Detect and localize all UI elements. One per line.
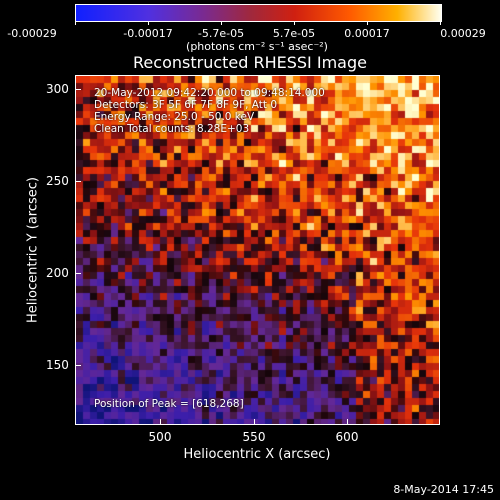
colorbar-tick-mark — [75, 21, 76, 25]
colorbar — [75, 4, 442, 22]
y-tick-mark — [75, 365, 81, 366]
rhessi-image — [76, 76, 439, 424]
colorbar-tick-mark — [148, 21, 149, 25]
colorbar-tick-label: -0.00029 — [7, 27, 57, 40]
y-tick-mark — [75, 89, 81, 90]
colorbar-tick-mark — [440, 21, 441, 25]
time-range-label: 20-May-2012 09:42:20.000 to 09:48:14.000 — [94, 87, 325, 99]
x-tick-mark — [160, 419, 161, 425]
clean-counts-label: Clean Total counts: 8.28E+03 — [94, 123, 250, 135]
x-tick-label: 500 — [148, 430, 172, 444]
y-tick-mark — [75, 181, 81, 182]
x-axis-label: Heliocentric X (arcsec) — [183, 447, 331, 462]
y-tick-label: 150 — [46, 358, 69, 372]
colorbar-tick-label: 0.00017 — [344, 27, 390, 40]
plot-title: Reconstructed RHESSI Image — [133, 53, 367, 72]
colorbar-tick-label: -0.00017 — [123, 27, 173, 40]
colorbar-tick-label: -5.7e-05 — [197, 27, 245, 40]
y-tick-label: 300 — [46, 82, 69, 96]
y-tick-label: 200 — [46, 266, 69, 280]
detectors-label: Detectors: 3F 5F 6F 7F 8F 9F, Att 0 — [94, 99, 278, 111]
x-tick-label: 550 — [242, 430, 266, 444]
image-plot-area: 20-May-2012 09:42:20.000 to 09:48:14.000… — [75, 75, 440, 425]
timestamp: 8-May-2014 17:45 — [393, 483, 494, 496]
y-tick-label: 250 — [46, 174, 69, 188]
x-tick-label: 600 — [335, 430, 359, 444]
colorbar-tick-mark — [367, 21, 368, 25]
y-tick-mark — [75, 273, 81, 274]
colorbar-tick-mark — [294, 21, 295, 25]
colorbar-tick-mark — [221, 21, 222, 25]
x-tick-mark — [254, 419, 255, 425]
colorbar-tick-label: 0.00029 — [440, 27, 486, 40]
y-axis-label: Heliocentric Y (arcsec) — [25, 177, 41, 323]
x-tick-mark — [347, 419, 348, 425]
colorbar-units: (photons cm⁻² s⁻¹ asec⁻²) — [186, 40, 328, 53]
peak-position-label: Position of Peak = [618,268] — [94, 398, 244, 410]
colorbar-tick-label: 5.7e-05 — [272, 27, 316, 40]
energy-range-label: Energy Range: 25.0 - 50.0 keV — [94, 111, 255, 123]
